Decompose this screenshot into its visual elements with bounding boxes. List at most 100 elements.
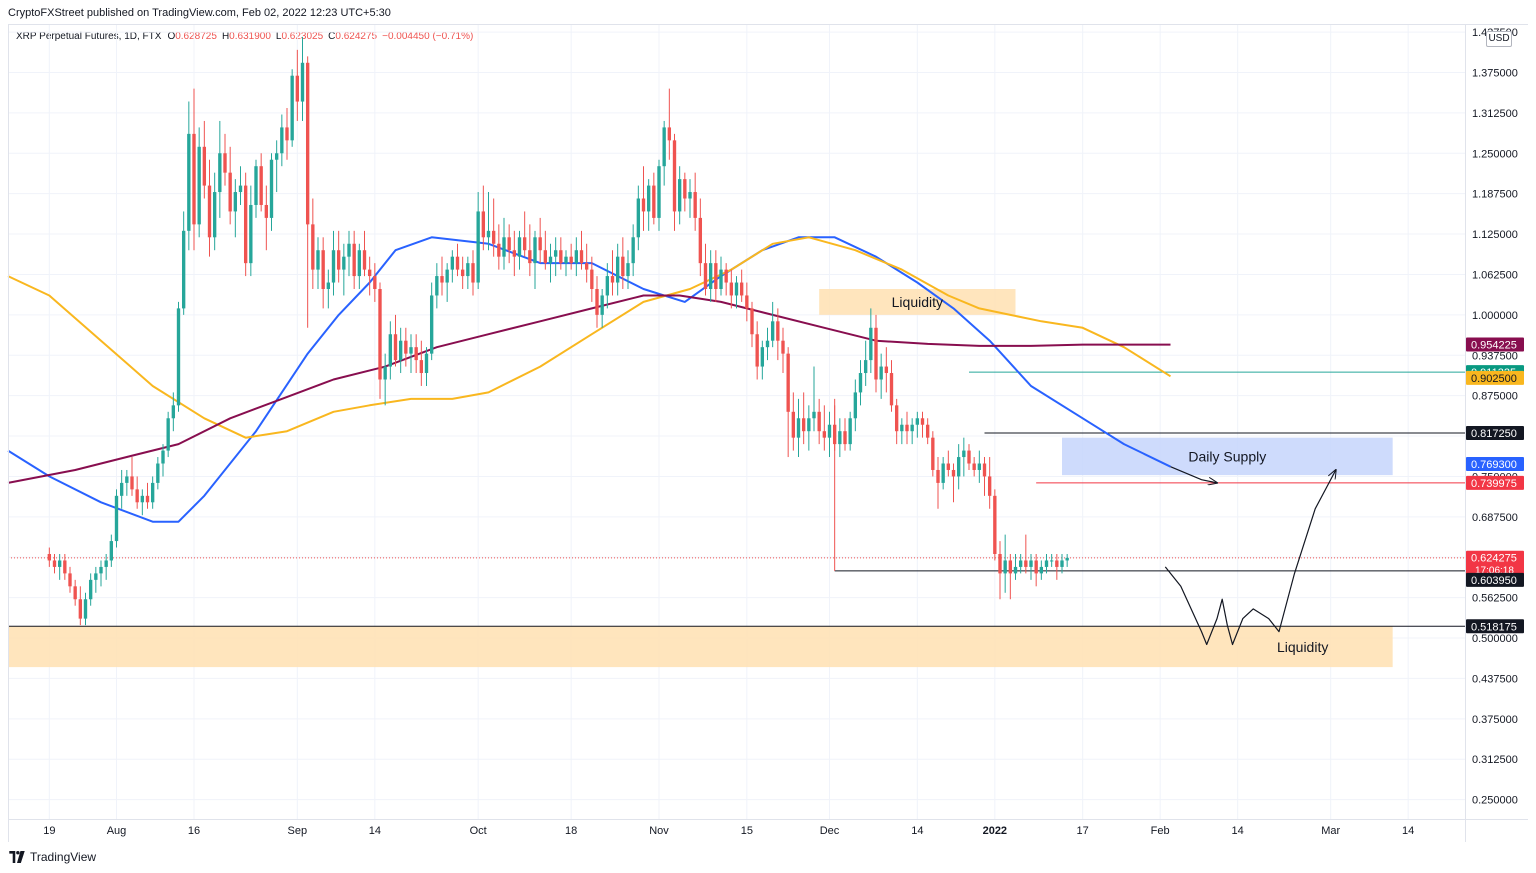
candle-body <box>931 437 935 470</box>
candle-body <box>714 263 718 289</box>
candle <box>135 476 139 509</box>
candle-body <box>538 237 542 251</box>
candle-body <box>243 185 248 264</box>
candle <box>832 405 837 451</box>
symbol-legend: XRP Perpetual Futures, 1D, FTX O0.628725 H… <box>16 31 478 42</box>
candle <box>486 192 491 251</box>
candle <box>719 256 723 296</box>
candle <box>429 282 434 361</box>
candle <box>874 314 878 393</box>
low-value: 0.623025 <box>281 31 324 42</box>
candle-body <box>1024 560 1028 567</box>
candle-body <box>88 579 93 600</box>
price-tick-label: 1.000000 <box>1472 310 1518 322</box>
candle <box>1008 554 1013 600</box>
candle <box>1003 534 1007 593</box>
candle <box>393 314 398 367</box>
candle-body <box>936 469 940 483</box>
candle <box>249 185 253 277</box>
price-tick-label: 1.250000 <box>1472 148 1518 160</box>
candle <box>579 230 584 270</box>
candle <box>853 379 858 432</box>
candle-body <box>998 554 1002 574</box>
candle <box>755 321 759 380</box>
time-tick-label: Nov <box>649 825 669 837</box>
candle-body <box>419 360 424 374</box>
candle <box>130 457 134 496</box>
candle <box>233 179 238 238</box>
candle-body <box>135 489 139 503</box>
symbol-name: XRP Perpetual Futures, 1D, FTX <box>16 31 162 42</box>
candle <box>367 256 372 296</box>
candle-body <box>781 340 785 354</box>
price-label-text: 0.518175 <box>1471 621 1517 633</box>
candle-body <box>305 62 310 225</box>
candle-body <box>73 586 77 600</box>
candle <box>662 120 666 186</box>
candle-body <box>1055 560 1059 567</box>
candle-body <box>445 269 449 283</box>
candle <box>626 250 630 289</box>
low-label: L <box>275 31 282 42</box>
candle-body <box>83 599 88 619</box>
chart-frame-left <box>8 24 9 842</box>
time-tick-label: 14 <box>1402 825 1414 837</box>
candle-body <box>331 250 336 283</box>
candle-body <box>1034 560 1038 574</box>
candle-body <box>57 560 62 567</box>
tradingview-brand: TradingView <box>30 850 97 864</box>
candle-body <box>362 250 367 270</box>
candle-body <box>517 237 522 257</box>
candle <box>140 489 145 516</box>
close-label: C <box>328 31 336 42</box>
candle-body <box>533 237 537 264</box>
candle <box>63 554 67 580</box>
candle <box>564 250 568 277</box>
candle-body <box>796 418 801 438</box>
candle-body <box>171 405 176 419</box>
candle <box>238 166 243 205</box>
candle-body <box>579 250 584 264</box>
candle <box>528 224 532 277</box>
candle-body <box>383 366 387 380</box>
candle <box>254 159 258 218</box>
candle-body <box>719 269 723 289</box>
tradingview-footer[interactable]: TradingView <box>8 850 96 864</box>
candle-body <box>280 127 284 154</box>
candle-body <box>471 263 475 283</box>
candle-body <box>688 192 692 199</box>
candle <box>94 566 98 593</box>
candle-body <box>750 308 754 335</box>
candle-body <box>367 269 372 277</box>
candle <box>533 230 537 289</box>
candle <box>83 592 88 626</box>
candle <box>404 327 408 367</box>
candle-body <box>352 243 356 277</box>
zone-liquidity_bottom <box>8 626 1393 668</box>
candle <box>259 153 263 212</box>
time-tick-label: 18 <box>565 825 577 837</box>
candle-body <box>1003 560 1007 574</box>
candle <box>197 127 201 238</box>
time-tick-label: Dec <box>820 825 840 837</box>
currency-button[interactable]: USD <box>1486 31 1512 47</box>
candle <box>1018 554 1023 574</box>
candle-body <box>207 185 212 238</box>
candle <box>435 263 439 309</box>
time-tick-label: Oct <box>470 825 487 837</box>
candle-body <box>140 495 145 503</box>
candle <box>471 250 475 296</box>
candle <box>698 198 703 277</box>
candle <box>652 172 656 225</box>
zone-label-liquidity_top: Liquidity <box>892 294 943 310</box>
price-label-text: 0.902500 <box>1471 373 1517 385</box>
candle <box>305 56 310 328</box>
candle-body <box>822 431 827 438</box>
candle-body <box>652 185 656 218</box>
time-tick-label: Sep <box>288 825 308 837</box>
candle <box>295 49 300 121</box>
high-value: 0.631900 <box>229 31 271 42</box>
candle-body <box>238 185 243 193</box>
candle-body <box>662 127 666 167</box>
